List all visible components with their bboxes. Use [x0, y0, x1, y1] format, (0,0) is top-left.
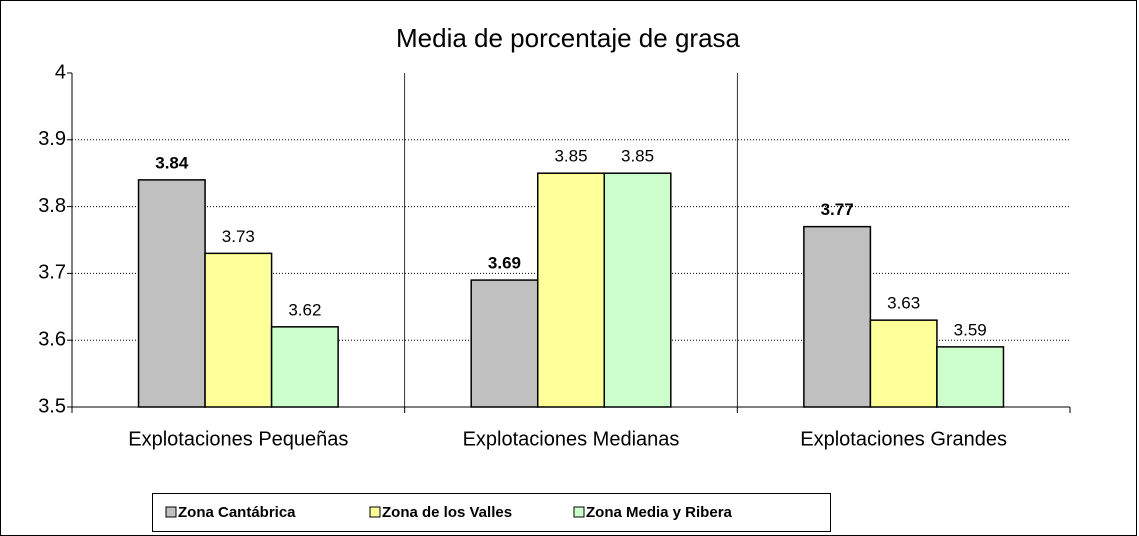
bar: [536, 172, 606, 408]
bar: [869, 319, 938, 408]
x-tick-label: Explotaciones Grandes: [800, 428, 1007, 450]
data-label: 3.84: [155, 153, 189, 172]
chart-title: Media de porcentaje de grasa: [396, 23, 741, 53]
data-label: 3.85: [554, 147, 587, 166]
bar: [936, 346, 1005, 408]
data-label: 3.59: [954, 320, 987, 339]
x-tick-label: Explotaciones Pequeñas: [128, 428, 348, 450]
y-tick-label: 3.7: [38, 262, 66, 284]
y-tick-label: 4: [55, 61, 66, 83]
legend-label: Zona de los Valles: [382, 504, 512, 521]
legend-box: [152, 493, 831, 532]
bar: [603, 172, 672, 408]
x-tick-label: Explotaciones Medianas: [463, 428, 680, 450]
data-label: 3.85: [621, 147, 654, 166]
bar: [137, 179, 206, 408]
bar: [270, 326, 339, 408]
legend-swatch: [573, 506, 585, 518]
legend-label: Zona Cantábrica: [178, 504, 296, 521]
y-tick-label: 3.8: [38, 195, 66, 217]
data-label: 3.63: [887, 294, 920, 313]
y-tick-label: 3.6: [38, 328, 66, 350]
legend-label: Zona Media y Ribera: [586, 504, 733, 521]
data-label: 3.73: [222, 227, 255, 246]
data-label: 3.69: [488, 254, 521, 273]
bar: [204, 252, 273, 408]
legend-swatch: [165, 506, 177, 518]
y-tick-label: 3.5: [38, 395, 66, 417]
bar: [470, 279, 539, 408]
data-label: 3.77: [821, 200, 854, 219]
bar: [803, 225, 872, 408]
y-tick-label: 3.9: [38, 128, 66, 150]
data-label: 3.62: [288, 300, 321, 319]
legend-swatch: [369, 506, 381, 518]
